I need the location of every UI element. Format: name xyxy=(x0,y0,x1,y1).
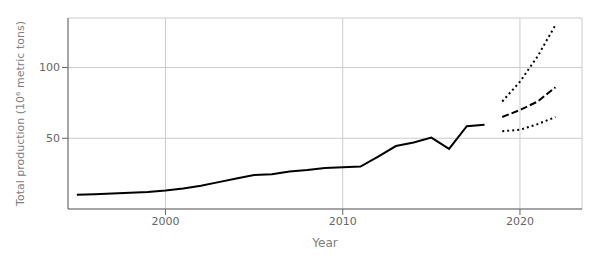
svg-text:2020: 2020 xyxy=(506,215,534,228)
svg-text:Total production (10⁶ metric t: Total production (10⁶ metric tons) xyxy=(14,21,27,207)
svg-text:100: 100 xyxy=(39,61,60,74)
svg-text:50: 50 xyxy=(46,132,60,145)
svg-text:Year: Year xyxy=(311,236,337,250)
svg-text:2010: 2010 xyxy=(329,215,357,228)
svg-text:2000: 2000 xyxy=(151,215,179,228)
